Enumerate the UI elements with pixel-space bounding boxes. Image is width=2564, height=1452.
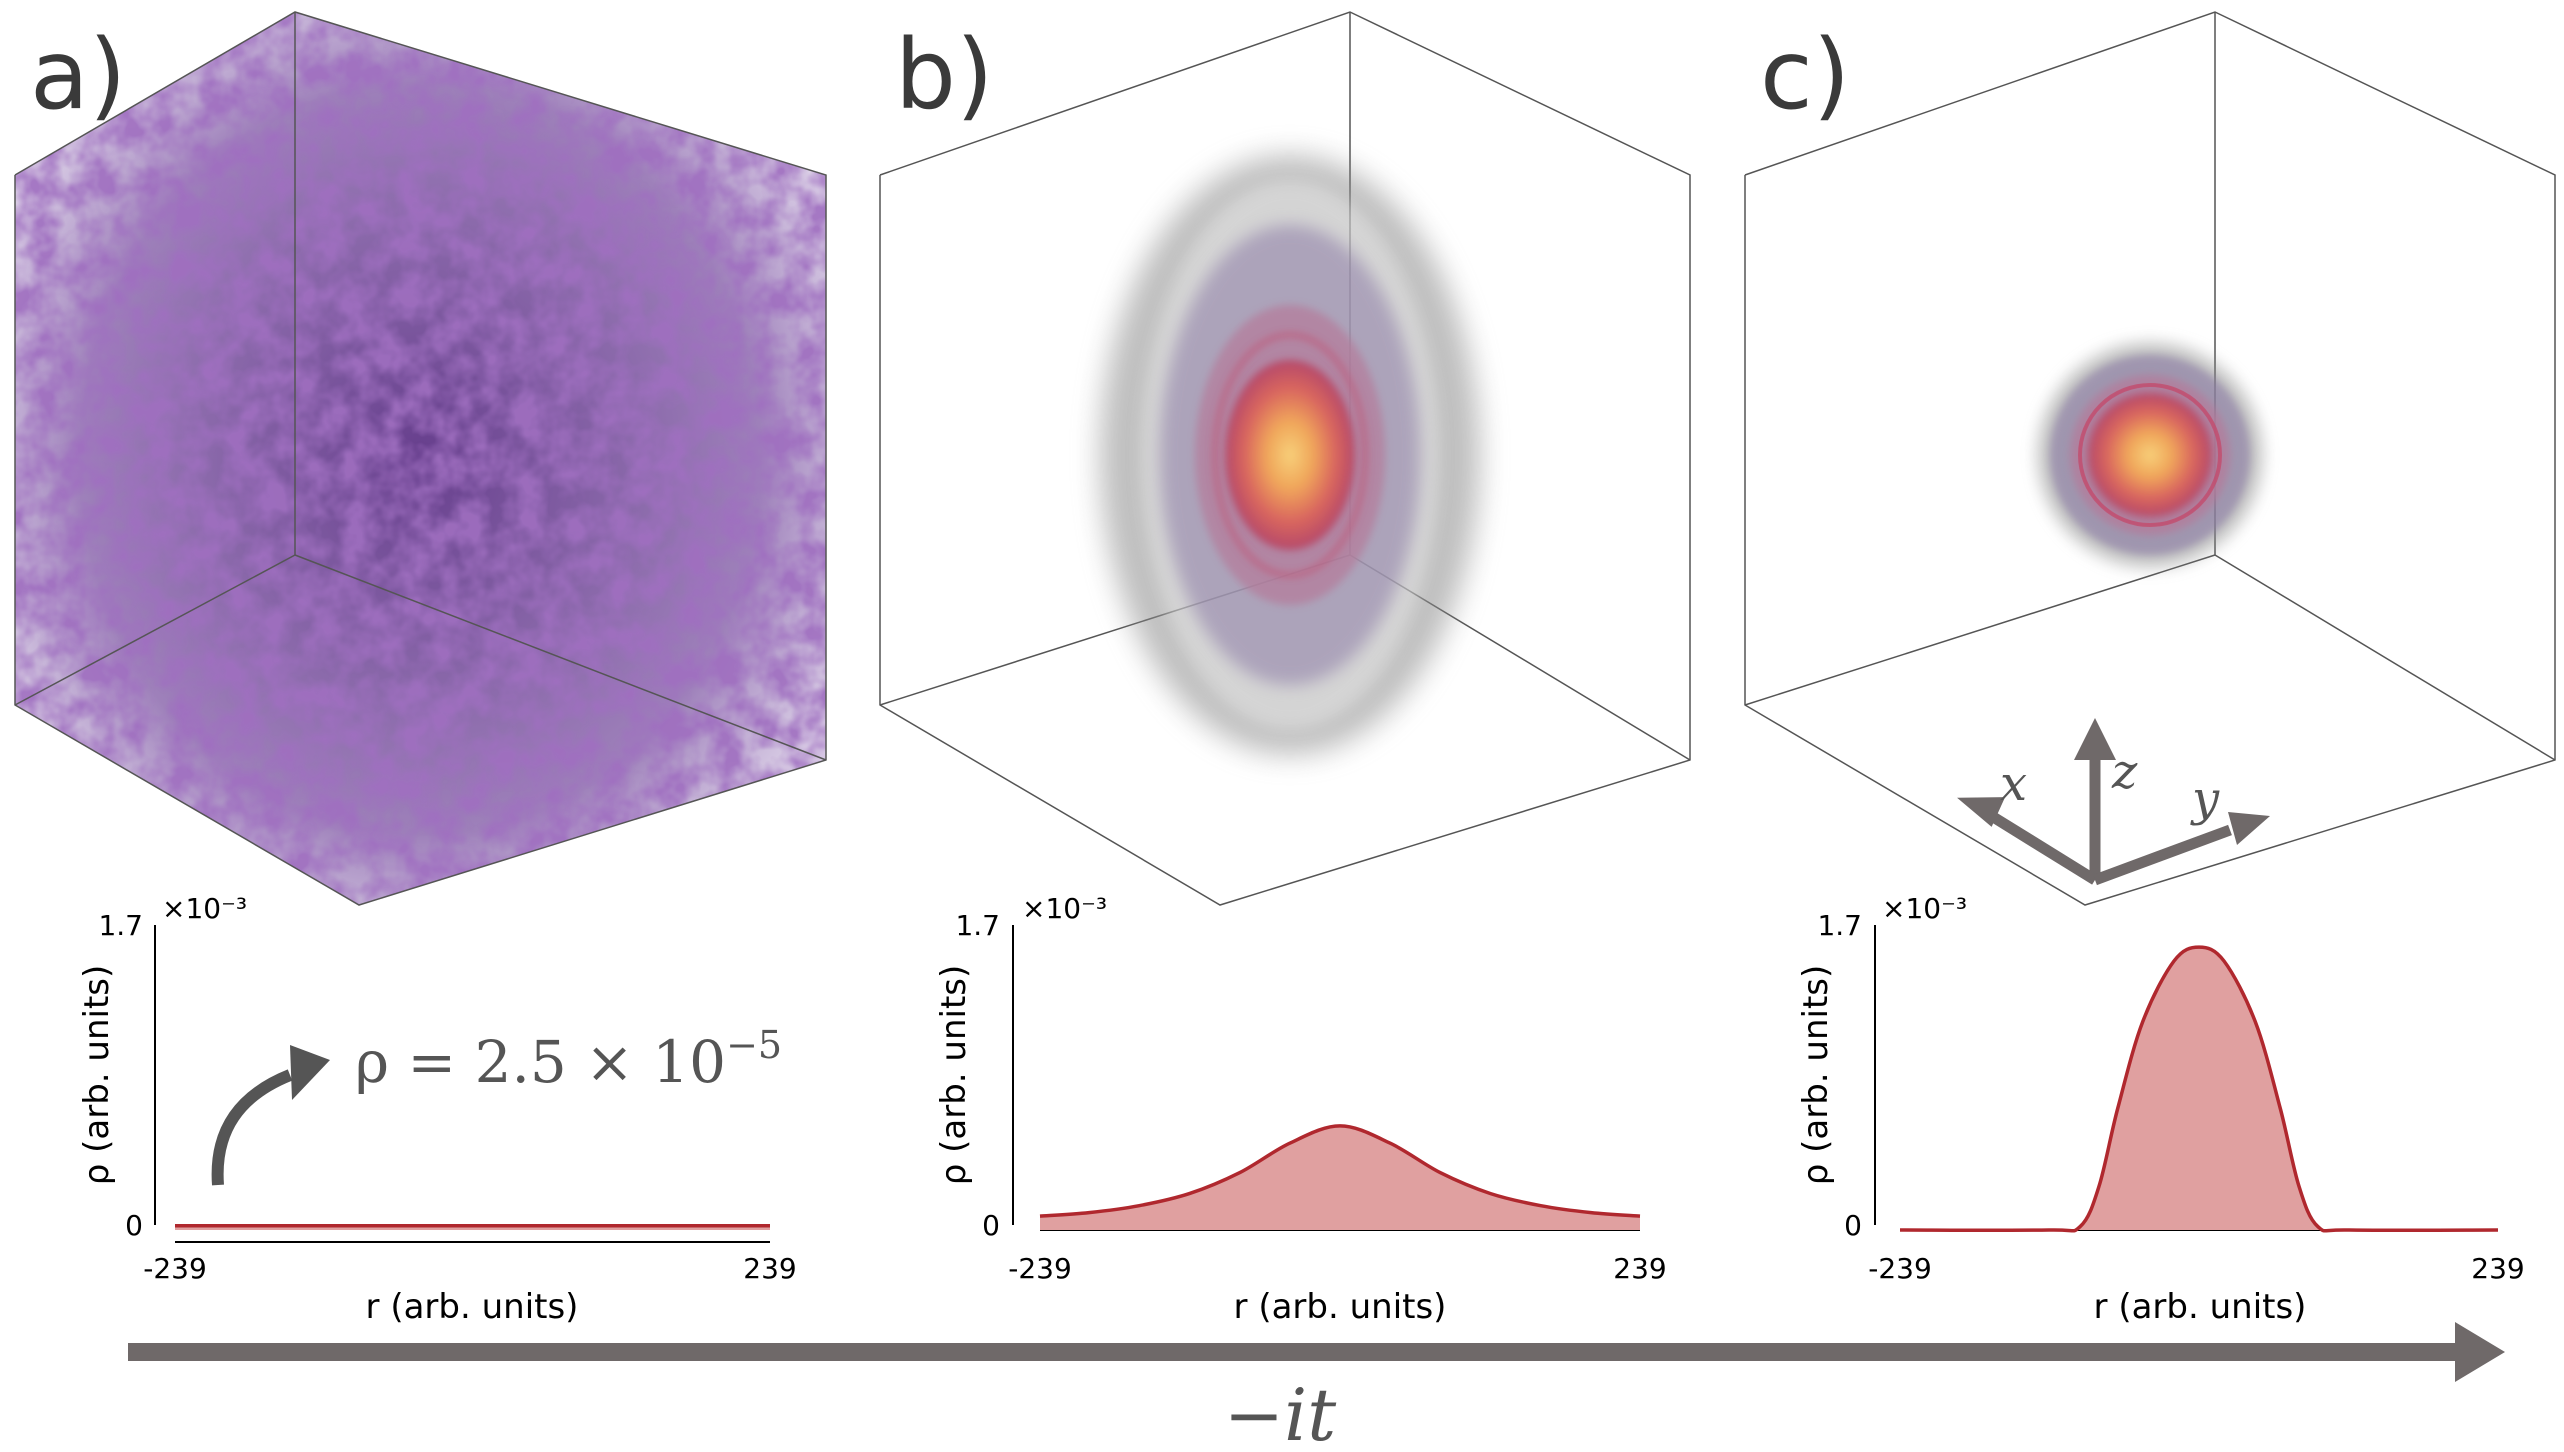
chart-a-ytick-zero: 0 (125, 1209, 143, 1242)
chart-b-ytick-zero: 0 (982, 1209, 1000, 1242)
axis-label-y: y (2190, 771, 2220, 827)
axis-label-x: x (2000, 756, 2027, 812)
chart-c-ytick-zero: 0 (1844, 1209, 1862, 1242)
cube-b (879, 11, 1691, 906)
chart-c-xtick-right: 239 (2471, 1252, 2524, 1285)
curved-arrow (211, 1069, 293, 1186)
panel-label-b: b) (895, 19, 993, 131)
cube-a-edges (14, 11, 827, 906)
chart-c-area (1900, 947, 2498, 1231)
axis-triad (1957, 718, 2270, 886)
curved-arrow-head (290, 1045, 330, 1100)
chart-b-xlabel: r (arb. units) (1234, 1287, 1447, 1327)
time-arrow (128, 1322, 2505, 1382)
chart-a: 1.7 0 ×10⁻³ -239 239 r (arb. units) ρ (a… (77, 892, 797, 1327)
chart-a-ylabel: ρ (arb. units) (77, 965, 117, 1186)
chart-a-xtick-right: 239 (743, 1252, 796, 1285)
chart-c-xtick-left: -239 (1868, 1252, 1932, 1285)
chart-b-ytick-top: 1.7 (955, 909, 1000, 942)
axis-label-z: z (2111, 744, 2138, 800)
cube-c (1744, 11, 2556, 906)
chart-c-ytick-top: 1.7 (1817, 909, 1862, 942)
rho-annotation: ρ = 2.5 × 10−5 (355, 1023, 782, 1096)
chart-b-ylabel: ρ (arb. units) (934, 965, 974, 1186)
chart-b: 1.7 0 ×10⁻³ -239 239 r (arb. units) ρ (a… (934, 892, 1667, 1327)
density-blob-b (1100, 155, 1480, 755)
chart-a-ytick-top: 1.7 (98, 909, 143, 942)
chart-c-line (1899, 945, 2499, 1233)
chart-b-xtick-right: 239 (1613, 1252, 1666, 1285)
chart-a-xtick-left: -239 (143, 1252, 207, 1285)
panel-label-c: c) (1760, 19, 1850, 131)
chart-c: 1.7 0 ×10⁻³ -239 239 r (arb. units) ρ (a… (1796, 892, 2525, 1327)
time-label: −it (1224, 1373, 1337, 1452)
noise-texture (15, 12, 826, 905)
chart-b-multiplier: ×10⁻³ (1022, 892, 1107, 925)
chart-b-xtick-left: -239 (1008, 1252, 1072, 1285)
chart-b-line (1039, 1124, 1641, 1218)
chart-c-multiplier: ×10⁻³ (1882, 892, 1967, 925)
chart-c-xlabel: r (arb. units) (2094, 1287, 2307, 1327)
chart-c-ylabel: ρ (arb. units) (1796, 965, 1836, 1186)
density-blob-c (2038, 343, 2262, 567)
chart-a-xlabel: r (arb. units) (366, 1287, 579, 1327)
chart-a-multiplier: ×10⁻³ (162, 892, 247, 925)
chart-b-area (1040, 1125, 1640, 1230)
panel-label-a: a) (30, 19, 126, 131)
cube-a (14, 11, 827, 906)
